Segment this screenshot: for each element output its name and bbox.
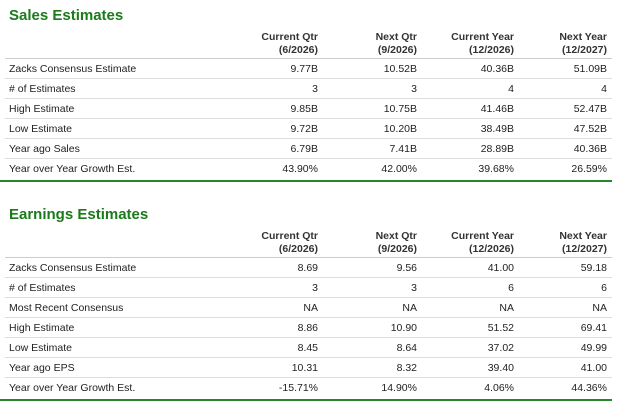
table-cell: NA [499, 302, 514, 314]
row-label: Most Recent Consensus [9, 302, 124, 314]
table-row: # of Estimates 3 3 6 6 [5, 278, 612, 298]
table-cell: 51.52 [487, 322, 514, 334]
table-cell: 69.41 [580, 322, 607, 334]
table-cell: NA [592, 302, 607, 314]
table-cell: 28.89B [480, 143, 514, 155]
row-label: High Estimate [9, 103, 75, 115]
table-cell: 37.02 [487, 342, 514, 354]
row-label: # of Estimates [9, 282, 76, 294]
table-cell: 7.41B [389, 143, 417, 155]
table-header: Current Qtr (6/2026) Next Qtr (9/2026) Cur… [5, 224, 612, 258]
table-row: High Estimate 9.85B 10.75B 41.46B 52.47B [5, 99, 612, 119]
sales-estimates-title: Sales Estimates [9, 7, 124, 24]
row-label: Year ago EPS [9, 362, 75, 374]
row-label: Year over Year Growth Est. [9, 382, 136, 394]
table-cell: 8.69 [297, 262, 318, 274]
table-cell: 51.09B [573, 63, 607, 75]
table-cell: 41.00 [580, 362, 607, 374]
table-cell: 4 [508, 83, 514, 95]
table-cell: 49.99 [580, 342, 607, 354]
table-cell: 39.40 [487, 362, 514, 374]
table-cell: 10.75B [383, 103, 417, 115]
column-header: Next Qtr (9/2026) [375, 31, 417, 56]
table-row: Most Recent Consensus NA NA NA NA [5, 298, 612, 318]
table-cell: 3 [312, 83, 318, 95]
table-cell: 6 [601, 282, 607, 294]
column-header: Next Year (12/2027) [559, 230, 607, 255]
row-label: # of Estimates [9, 83, 76, 95]
table-cell: 38.49B [480, 123, 514, 135]
table-cell: 44.36% [571, 382, 607, 394]
table-cell: NA [402, 302, 417, 314]
row-label: Low Estimate [9, 123, 73, 135]
table-cell: 6.79B [290, 143, 318, 155]
table-cell: 40.36B [480, 63, 514, 75]
table-cell: 52.47B [573, 103, 607, 115]
column-header: Current Qtr (6/2026) [261, 230, 318, 255]
table-row: Zacks Consensus Estimate 9.77B 10.52B 40.36… [5, 59, 612, 79]
row-label: High Estimate [9, 322, 75, 334]
earnings-estimates-section: Earnings Estimates Current Qtr (6/2026) N… [0, 199, 612, 401]
table-row: Year over Year Growth Est. 43.90% 42.00% 39… [5, 159, 612, 179]
column-header: Next Year (12/2027) [559, 31, 607, 56]
column-header: Current Year (12/2026) [451, 31, 514, 56]
earnings-estimates-table: Current Qtr (6/2026) Next Qtr (9/2026) Cur… [5, 224, 612, 398]
table-cell: 3 [312, 282, 318, 294]
row-label: Year ago Sales [9, 143, 80, 155]
row-label: Zacks Consensus Estimate [9, 262, 137, 274]
column-header: Current Year (12/2026) [451, 230, 514, 255]
table-row: Year ago Sales 6.79B 7.41B 28.89B 40.36B [5, 139, 612, 159]
row-label: Year over Year Growth Est. [9, 163, 136, 175]
row-label: Low Estimate [9, 342, 73, 354]
table-cell: 9.72B [290, 123, 318, 135]
table-cell: 9.77B [290, 63, 318, 75]
table-cell: 41.00 [487, 262, 514, 274]
table-cell: 8.64 [396, 342, 417, 354]
table-cell: 4.06% [484, 382, 514, 394]
table-cell: 59.18 [580, 262, 607, 274]
table-cell: 47.52B [573, 123, 607, 135]
table-cell: -15.71% [278, 382, 318, 394]
table-row: # of Estimates 3 3 4 4 [5, 79, 612, 99]
table-row: Low Estimate 9.72B 10.20B 38.49B 47.52B [5, 119, 612, 139]
earnings-estimates-title: Earnings Estimates [9, 206, 149, 223]
table-cell: 10.31 [291, 362, 318, 374]
table-row: High Estimate 8.86 10.90 51.52 69.41 [5, 318, 612, 338]
table-row: Year over Year Growth Est. -15.71% 14.90% 4… [5, 378, 612, 398]
table-cell: 3 [411, 282, 417, 294]
table-row: Year ago EPS 10.31 8.32 39.40 41.00 [5, 358, 612, 378]
table-cell: 42.00% [381, 163, 417, 175]
table-header: Current Qtr (6/2026) Next Qtr (9/2026) Cur… [5, 25, 612, 59]
table-cell: 14.90% [381, 382, 417, 394]
table-cell: 10.20B [383, 123, 417, 135]
table-row: Low Estimate 8.45 8.64 37.02 49.99 [5, 338, 612, 358]
sales-estimates-section: Sales Estimates Current Qtr (6/2026) Next… [0, 0, 612, 182]
section-divider [0, 180, 612, 182]
column-header: Next Qtr (9/2026) [375, 230, 417, 255]
table-cell: 9.85B [290, 103, 318, 115]
table-cell: 10.52B [383, 63, 417, 75]
table-cell: 10.90 [390, 322, 417, 334]
table-cell: 6 [508, 282, 514, 294]
table-cell: 43.90% [282, 163, 318, 175]
table-cell: 26.59% [571, 163, 607, 175]
table-row: Zacks Consensus Estimate 8.69 9.56 41.00 59.… [5, 258, 612, 278]
table-cell: 8.45 [297, 342, 318, 354]
table-cell: 41.46B [480, 103, 514, 115]
table-cell: 4 [601, 83, 607, 95]
table-cell: NA [303, 302, 318, 314]
section-divider [0, 399, 612, 401]
table-cell: 8.86 [297, 322, 318, 334]
table-cell: 40.36B [573, 143, 607, 155]
table-cell: 8.32 [396, 362, 417, 374]
row-label: Zacks Consensus Estimate [9, 63, 137, 75]
sales-estimates-table: Current Qtr (6/2026) Next Qtr (9/2026) Cur… [5, 25, 612, 179]
table-cell: 9.56 [396, 262, 417, 274]
column-header: Current Qtr (6/2026) [261, 31, 318, 56]
table-cell: 39.68% [478, 163, 514, 175]
table-cell: 3 [411, 83, 417, 95]
